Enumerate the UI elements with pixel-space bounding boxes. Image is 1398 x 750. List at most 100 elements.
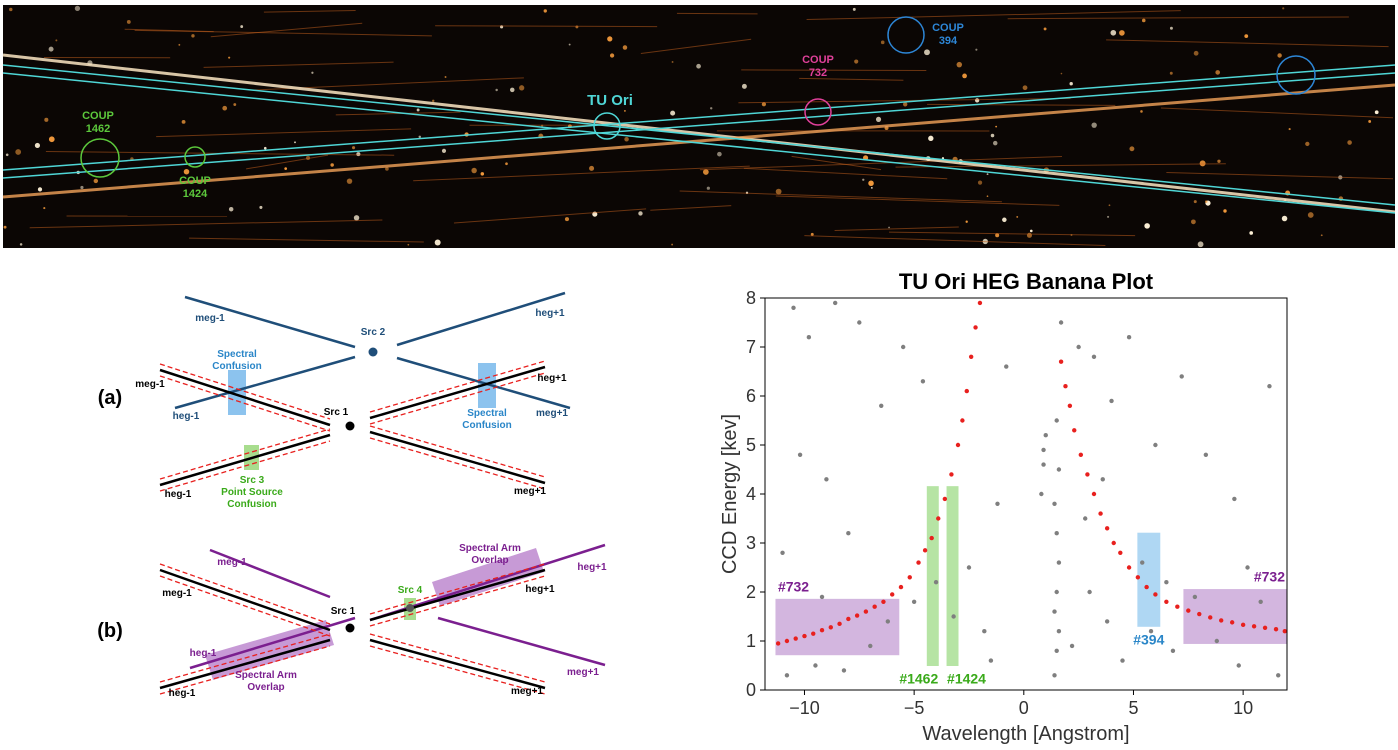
arm-line (2, 64, 1396, 171)
source-dot (406, 604, 414, 612)
streak (799, 77, 904, 81)
star (990, 133, 995, 138)
star (624, 110, 626, 112)
x-tick-label: 10 (1233, 698, 1253, 718)
data-point (846, 616, 851, 622)
dispersion-streak (2, 53, 1396, 214)
streak (806, 10, 1181, 21)
star (888, 226, 890, 229)
dispersion-streak (2, 83, 1396, 199)
streak (743, 167, 948, 180)
streak (1007, 16, 1349, 20)
black-arms (159, 365, 546, 487)
arm-label: heg+1 (577, 562, 607, 573)
data-point (784, 673, 790, 678)
y-tick-label: 5 (746, 435, 756, 455)
star (638, 211, 643, 216)
data-point (951, 614, 956, 619)
star (353, 215, 360, 221)
star (871, 187, 873, 189)
star (880, 40, 885, 45)
source-circle (804, 98, 832, 126)
streak (640, 38, 752, 55)
arm-label: heg-1 (173, 411, 200, 422)
data-point (1085, 472, 1090, 477)
data-point (1058, 320, 1064, 325)
confusion-box (228, 370, 246, 415)
data-point (813, 663, 818, 668)
highlight-region (775, 598, 900, 656)
y-tick-label: 2 (746, 582, 756, 602)
star (1305, 141, 1310, 147)
data-point (791, 305, 796, 310)
star (1217, 159, 1221, 163)
source-label: Src 2 (361, 327, 386, 338)
star (356, 152, 361, 157)
data-point (780, 550, 785, 555)
star (1069, 82, 1073, 86)
data-point (881, 599, 886, 604)
image-label: COUP (932, 22, 964, 34)
data-point (1100, 477, 1105, 482)
region-label: #1462 (899, 671, 938, 687)
star (975, 48, 978, 51)
star (240, 25, 244, 28)
confusion-label: Spectral (467, 408, 507, 419)
arm-label: meg+1 (511, 686, 543, 697)
star (974, 98, 980, 103)
image-label: 1462 (86, 123, 110, 135)
star (48, 136, 55, 143)
star (1169, 71, 1173, 75)
star (706, 186, 710, 190)
star (995, 233, 1000, 238)
purple-arms (189, 543, 606, 670)
star (1215, 70, 1221, 75)
star (868, 180, 874, 186)
star (346, 178, 353, 184)
data-point (802, 633, 807, 639)
data-point (1170, 648, 1176, 653)
data-point (1258, 599, 1263, 604)
star (495, 88, 498, 92)
star (233, 103, 237, 106)
star (564, 217, 570, 222)
data-point (916, 560, 921, 565)
star (444, 76, 447, 78)
star (228, 206, 234, 212)
data-point (1041, 462, 1046, 467)
data-point (879, 403, 884, 408)
data-point (775, 641, 781, 646)
region-label: #732 (1254, 569, 1285, 585)
star (441, 148, 447, 153)
data-point (1192, 594, 1198, 600)
data-point (955, 442, 961, 448)
star (1026, 232, 1032, 238)
data-point (1067, 403, 1073, 408)
star (5, 153, 9, 157)
data-point (846, 531, 851, 536)
star (977, 180, 983, 185)
streak (29, 219, 383, 229)
star (48, 46, 54, 52)
data-point (1240, 622, 1246, 628)
star (1119, 30, 1125, 36)
confusion-box (478, 363, 496, 408)
streak (435, 25, 658, 28)
data-point (1056, 467, 1062, 472)
data-point (863, 609, 869, 614)
data-point (828, 625, 833, 630)
data-point (960, 418, 965, 423)
highlight-region (946, 486, 959, 666)
region-label: #732 (778, 578, 809, 594)
y-axis-label: CCD Energy [kev] (719, 414, 741, 574)
confusion-label: Confusion (462, 420, 511, 431)
confusion-label: Confusion (212, 361, 261, 372)
data-point (1282, 629, 1288, 634)
arm-label: meg-1 (162, 588, 192, 599)
data-point (1267, 384, 1272, 389)
streak (834, 226, 959, 231)
chart-title: TU Ori HEG Banana Plot (899, 269, 1154, 294)
star (1169, 26, 1173, 30)
data-point (854, 613, 860, 618)
star (1199, 160, 1206, 167)
